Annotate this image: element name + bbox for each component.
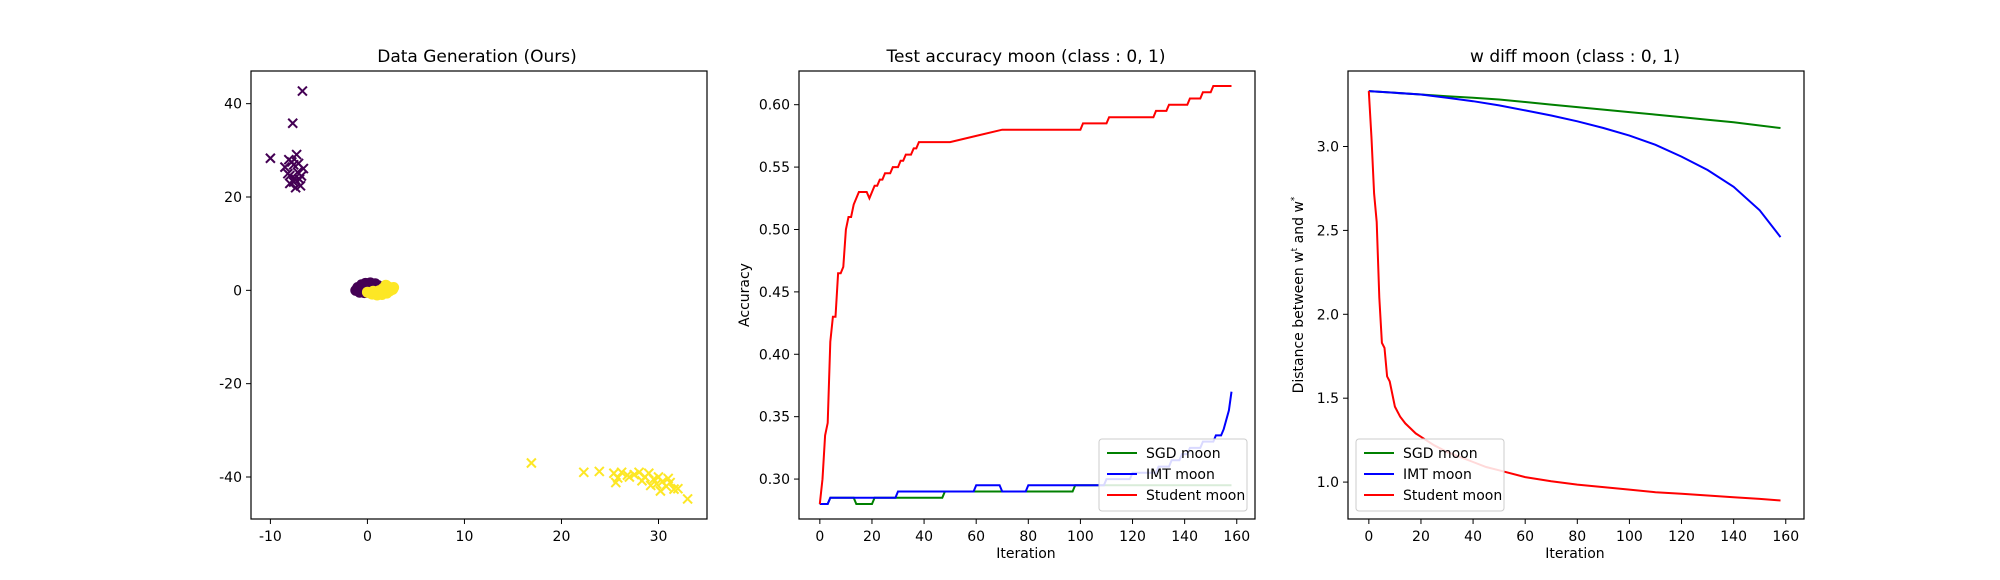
accuracy-legend-box (1098, 438, 1248, 512)
wdiff-legend-label: Student moon (1403, 488, 1502, 504)
scatter-point-x-class1 (622, 469, 633, 481)
wdiff-xtick-label: 80 (1568, 529, 1586, 545)
wdiff-xtick-label: 120 (1668, 529, 1695, 545)
wdiff-xtick-label: 100 (1616, 529, 1643, 545)
scatter-point-x-class0 (265, 153, 276, 164)
accuracy-legend-label: IMT moon (1146, 467, 1215, 483)
accuracy-legend-label: SGD moon (1146, 446, 1221, 462)
wdiff-panel: w diff moon (class : 0, 1) Iteration Dis… (1290, 47, 1805, 562)
wdiff-title: w diff moon (class : 0, 1) (1470, 47, 1680, 67)
scatter-xtick-label: 0 (363, 529, 372, 545)
accuracy-xlabel: Iteration (996, 546, 1055, 562)
scatter-point-x-class1 (662, 473, 674, 484)
scatter-axes-frame (250, 70, 708, 520)
accuracy-axes-frame (798, 70, 1256, 520)
wdiff-ylabel-mid: and w (1291, 201, 1307, 248)
accuracy-ytick-label: 0.35 (759, 410, 790, 426)
accuracy-xtick-label: 100 (1067, 529, 1094, 545)
wdiff-series-line-0 (1368, 90, 1781, 129)
scatter-point-x-class0 (282, 168, 294, 179)
wdiff-ytick-label: 1.5 (1317, 391, 1339, 407)
wdiff-ylabel-sup-star: * (1290, 196, 1300, 201)
wdiff-legend-label: IMT moon (1403, 467, 1472, 483)
accuracy-xtick-label: 0 (815, 529, 824, 545)
scatter-point-x-class1 (655, 485, 666, 497)
wdiff-legend-label: SGD moon (1403, 446, 1478, 462)
accuracy-xtick-label: 120 (1119, 529, 1146, 545)
wdiff-ytick-label: 3.0 (1317, 140, 1339, 156)
scatter-ytick-label: 0 (233, 283, 242, 299)
accuracy-ytick-label: 0.45 (759, 285, 790, 301)
scatter-point-x-class0 (296, 170, 307, 182)
accuracy-ytick-label: 0.50 (759, 222, 790, 238)
scatter-point-dot-class1 (380, 279, 392, 291)
scatter-point-x-class1 (526, 457, 537, 469)
scatter-point-x-class1 (610, 477, 622, 488)
scatter-point-dot-class1 (367, 285, 379, 297)
scatter-xtick-label: 10 (456, 529, 474, 545)
scatter-point-x-class1 (668, 483, 680, 495)
scatter-point-x-class1 (578, 467, 589, 478)
wdiff-legend-box (1355, 438, 1505, 512)
wdiff-ylabel: Distance between wt and w* (1290, 196, 1307, 393)
scatter-ytick-label: -20 (219, 377, 242, 393)
scatter-plot-area (265, 85, 693, 505)
scatter-point-x-class0 (287, 118, 298, 129)
scatter-title: Data Generation (Ours) (377, 47, 577, 67)
scatter-point-x-class1 (636, 475, 648, 486)
accuracy-xtick-label: 40 (915, 529, 933, 545)
scatter-ytick-label: 20 (224, 190, 242, 206)
scatter-ytick-label: -40 (219, 470, 242, 486)
accuracy-ylabel: Accuracy (737, 263, 753, 327)
accuracy-xtick-label: 160 (1223, 529, 1250, 545)
scatter-point-x-class0 (297, 85, 308, 97)
wdiff-ytick-label: 2.0 (1317, 307, 1339, 323)
wdiff-xlabel: Iteration (1545, 546, 1604, 562)
scatter-xtick-label: -10 (259, 529, 282, 545)
wdiff-xtick-label: 20 (1412, 529, 1430, 545)
scatter-point-x-class1 (616, 467, 627, 478)
scatter-point-x-class1 (672, 483, 684, 494)
scatter-point-x-class1 (645, 480, 656, 491)
wdiff-ytick-label: 2.5 (1317, 223, 1339, 239)
wdiff-series-line-1 (1368, 90, 1782, 238)
wdiff-legend: SGD moon IMT moon Student moon (1355, 438, 1505, 512)
scatter-point-x-class0 (279, 161, 291, 173)
wdiff-xtick-label: 140 (1720, 529, 1747, 545)
accuracy-ytick-label: 0.40 (759, 347, 790, 363)
accuracy-legend: SGD moon IMT moon Student moon (1098, 438, 1248, 512)
scatter-point-x-class0 (293, 158, 304, 169)
scatter-ytick-label: 40 (224, 97, 242, 113)
accuracy-ytick-label: 0.55 (759, 160, 790, 176)
accuracy-title: Test accuracy moon (class : 0, 1) (886, 47, 1166, 67)
wdiff-xtick-label: 160 (1772, 529, 1799, 545)
wdiff-ylabel-sup-t: t (1290, 247, 1300, 251)
scatter-point-x-class1 (594, 466, 605, 477)
wdiff-ylabel-main: Distance between w (1291, 251, 1307, 393)
scatter-point-x-class0 (291, 149, 302, 160)
accuracy-series-line-2 (818, 85, 1232, 505)
wdiff-xtick-label: 0 (1364, 529, 1373, 545)
accuracy-xtick-label: 20 (863, 529, 881, 545)
scatter-point-x-class0 (284, 178, 296, 189)
accuracy-panel: Test accuracy moon (class : 0, 1) Iterat… (737, 47, 1256, 562)
scatter-point-x-class0 (290, 182, 301, 193)
accuracy-xtick-label: 80 (1019, 529, 1037, 545)
wdiff-ytick-label: 1.0 (1317, 475, 1339, 491)
accuracy-ytick-label: 0.30 (759, 472, 790, 488)
accuracy-xtick-label: 60 (967, 529, 985, 545)
accuracy-legend-label: Student moon (1146, 488, 1245, 504)
accuracy-xtick-label: 140 (1171, 529, 1198, 545)
scatter-xtick-label: 20 (553, 529, 571, 545)
scatter-panel: Data Generation (Ours) -10 0 10 20 30 -40 -20 0… (219, 47, 708, 545)
scatter-point-x-class1 (682, 493, 693, 505)
wdiff-xtick-label: 40 (1464, 529, 1482, 545)
accuracy-ytick-label: 0.60 (759, 98, 790, 114)
scatter-xtick-label: 30 (650, 529, 668, 545)
wdiff-xtick-label: 60 (1516, 529, 1534, 545)
wdiff-axes-frame (1347, 70, 1805, 520)
